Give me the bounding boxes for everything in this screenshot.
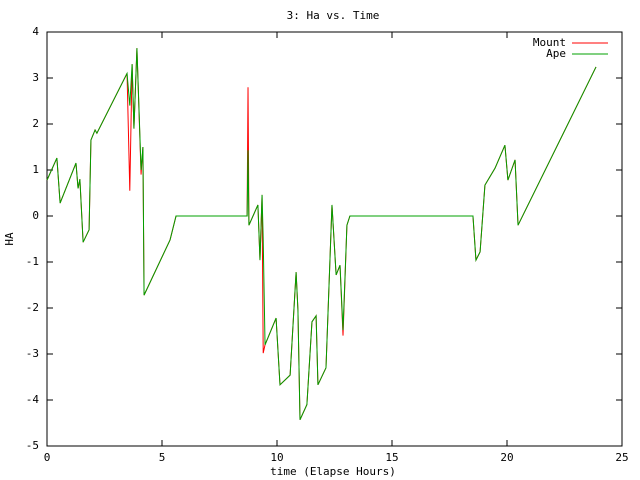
y-tick-label: 4 (32, 25, 39, 38)
x-tick-label: 15 (385, 451, 398, 464)
y-tick-label: 2 (32, 117, 39, 130)
y-tick-label: -2 (26, 301, 39, 314)
y-axis-label: HA (3, 232, 16, 246)
legend-label: Mount (533, 36, 566, 49)
x-tick-label: 5 (159, 451, 166, 464)
y-tick-label: 1 (32, 163, 39, 176)
y-tick-label: 3 (32, 71, 39, 84)
chart-title: 3: Ha vs. Time (287, 9, 380, 22)
x-tick-label: 0 (44, 451, 51, 464)
legend-label: Ape (546, 47, 566, 60)
x-tick-label: 10 (270, 451, 283, 464)
y-tick-label: -1 (26, 255, 39, 268)
y-tick-label: 0 (32, 209, 39, 222)
y-tick-label: -5 (26, 439, 39, 452)
y-tick-label: -4 (26, 393, 40, 406)
series-line (46, 48, 597, 420)
plot-border (46, 31, 623, 447)
x-tick-label: 25 (615, 451, 628, 464)
y-tick-label: -3 (26, 347, 39, 360)
x-tick-label: 20 (500, 451, 513, 464)
x-axis-label: time (Elapse Hours) (270, 465, 396, 478)
